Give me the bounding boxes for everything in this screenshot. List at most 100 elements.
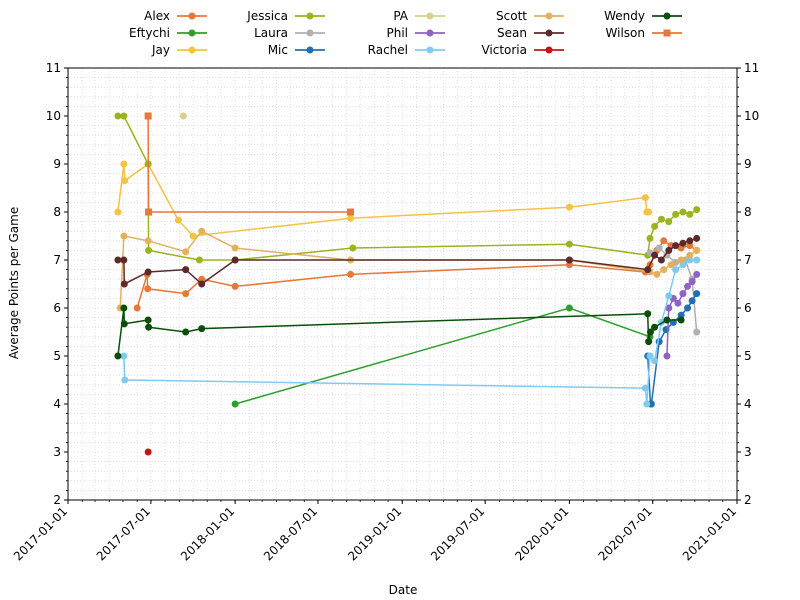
data-point <box>174 216 182 224</box>
legend-label: Jessica <box>246 9 288 23</box>
y-tick-label: 11 <box>46 61 61 75</box>
data-point <box>144 237 152 245</box>
data-point <box>665 304 673 312</box>
legend-entry-jay: Jay <box>151 43 207 57</box>
data-point <box>145 246 153 254</box>
legend-label: Jay <box>151 43 170 57</box>
legend-label: Victoria <box>481 43 527 57</box>
data-point <box>565 261 573 269</box>
legend-entry-mic: Mic <box>268 43 325 57</box>
x-tick-label: 2020-07-01 <box>596 504 655 563</box>
legend-marker <box>188 12 196 20</box>
data-point <box>688 297 696 305</box>
y-tick-label-right: 7 <box>744 253 752 267</box>
y-tick-label: 2 <box>53 493 61 507</box>
y-tick-label: 9 <box>53 157 61 171</box>
data-point <box>686 210 694 218</box>
legend-entry-alex: Alex <box>144 9 207 23</box>
legend-entry-wilson: Wilson <box>606 26 682 40</box>
y-tick-label-right: 8 <box>744 205 752 219</box>
data-point <box>641 194 649 202</box>
data-point <box>693 328 701 336</box>
data-point <box>114 256 122 264</box>
data-point <box>144 112 152 120</box>
legend-label: Mic <box>268 43 288 57</box>
data-point <box>684 282 692 290</box>
legend-marker <box>663 29 671 37</box>
data-point <box>663 316 671 324</box>
y-tick-label: 8 <box>53 205 61 219</box>
legend-entry-victoria: Victoria <box>481 43 564 57</box>
data-point <box>144 268 152 276</box>
data-point <box>565 304 573 312</box>
data-point <box>653 270 661 278</box>
data-point <box>645 208 653 216</box>
data-point <box>133 304 141 312</box>
data-point <box>677 311 685 319</box>
data-point <box>684 304 692 312</box>
data-point <box>565 240 573 248</box>
data-point <box>646 328 654 336</box>
data-point <box>114 352 122 360</box>
data-point <box>665 292 673 300</box>
data-point <box>677 316 685 324</box>
data-point <box>198 325 206 333</box>
data-point <box>672 210 680 218</box>
series-layer <box>114 112 701 456</box>
data-point <box>646 352 654 360</box>
data-point <box>651 251 659 259</box>
data-point <box>679 290 687 298</box>
data-point <box>686 256 694 264</box>
x-tick-label: 2020-01-01 <box>512 504 571 563</box>
y-tick-label-right: 11 <box>744 61 759 75</box>
data-point <box>660 266 668 274</box>
y-tick-label: 5 <box>53 349 61 363</box>
legend-marker <box>426 46 434 54</box>
data-point <box>144 448 152 456</box>
data-point <box>688 278 696 286</box>
series-wendy <box>114 304 685 360</box>
x-tick-label: 2017-07-01 <box>94 504 153 563</box>
legend-label: Eftychi <box>129 26 170 40</box>
data-point <box>693 206 701 214</box>
data-point <box>121 376 129 384</box>
legend-entry-rachel: Rachel <box>368 43 445 57</box>
y-tick-label-right: 9 <box>744 157 752 171</box>
data-point <box>182 248 190 256</box>
data-point <box>182 328 190 336</box>
data-point <box>686 237 694 245</box>
data-point <box>120 160 128 168</box>
data-point <box>347 208 355 216</box>
x-tick-label: 2019-01-01 <box>345 504 404 563</box>
data-point <box>693 234 701 242</box>
legend-entry-jessica: Jessica <box>246 9 325 23</box>
legend-label: Laura <box>254 26 288 40</box>
data-point <box>677 256 685 264</box>
data-point <box>189 232 197 240</box>
data-point <box>651 323 659 331</box>
series-alex <box>133 237 701 312</box>
data-point <box>641 384 649 392</box>
data-point <box>672 242 680 250</box>
data-point <box>667 261 675 269</box>
series-victoria <box>144 448 152 456</box>
data-point <box>120 256 128 264</box>
y-tick-label: 4 <box>53 397 61 411</box>
legend-marker <box>306 46 314 54</box>
data-point <box>120 232 128 240</box>
legend-marker <box>306 29 314 37</box>
data-point <box>231 244 239 252</box>
data-point <box>693 270 701 278</box>
legend-marker <box>663 12 671 20</box>
y-tick-label: 3 <box>53 445 61 459</box>
x-tick-label: 2021-01-01 <box>680 504 739 563</box>
data-point <box>651 357 659 365</box>
data-point <box>144 316 152 324</box>
data-point <box>643 400 651 408</box>
series-line-jessica <box>117 115 698 261</box>
x-axis-label: Date <box>389 583 418 597</box>
legend-marker <box>306 12 314 20</box>
data-point <box>145 323 153 331</box>
data-point <box>120 112 128 120</box>
legend: Alex Eftychi Jay Jessica Laura Mic PA Phil Rache… <box>129 9 682 57</box>
